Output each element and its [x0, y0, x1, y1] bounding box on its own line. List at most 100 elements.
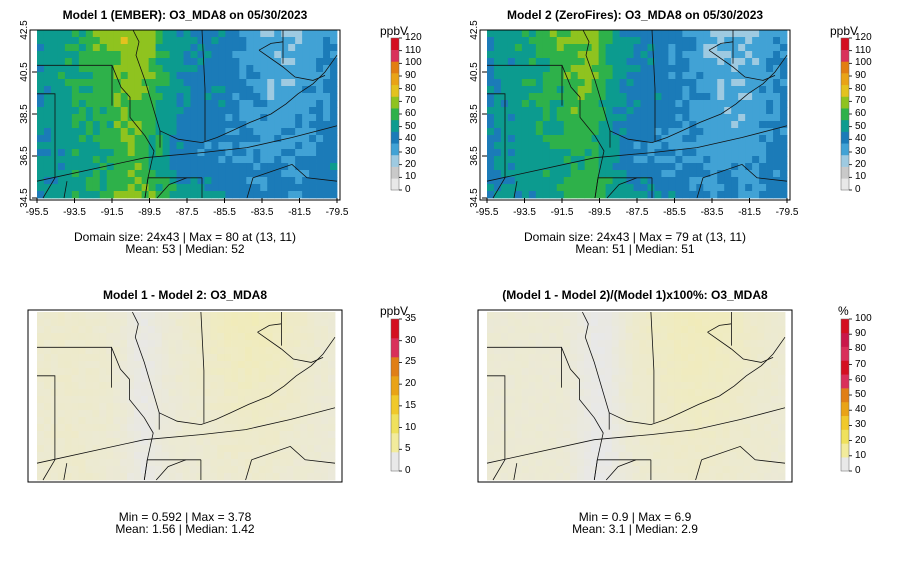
colorbar — [390, 318, 402, 472]
y-tick-label: 40.5 — [19, 62, 30, 82]
colorbar-tick-label: 50 — [855, 389, 867, 400]
colorbar-segment — [391, 49, 399, 62]
x-tick-label: -87.5 — [626, 207, 649, 218]
colorbar-tick-label: 30 — [855, 146, 867, 157]
colorbar-tick-label: 90 — [855, 328, 867, 340]
colorbar-tick-label: 120 — [405, 32, 422, 43]
y-tick-label: 36.5 — [19, 146, 30, 166]
colorbar-tick-label: 20 — [405, 158, 417, 170]
colorbar-tick-label: 0 — [855, 465, 861, 476]
colorbar-tick-label: 5 — [405, 443, 411, 455]
y-tick-label: 34.5 — [19, 188, 30, 208]
colorbar-segment — [391, 319, 399, 339]
x-tick-label: -79.5 — [776, 207, 799, 218]
colorbar-segment — [841, 131, 849, 144]
map-panel-model1: Model 1 (EMBER): O3_MDA8 on 05/30/2023 -… — [0, 0, 450, 280]
colorbar-segment — [391, 154, 399, 167]
colorbar-tick-label: 50 — [855, 120, 867, 132]
colorbar-segment — [841, 319, 849, 334]
colorbar-segment — [841, 84, 849, 97]
colorbar-segment — [841, 61, 849, 74]
colorbar-segment — [841, 166, 849, 179]
colorbar-tick-label: 110 — [405, 44, 421, 56]
colorbar-tick-label: 70 — [855, 95, 867, 107]
colorbar-tick-label: 40 — [855, 133, 867, 145]
x-tick-label: -83.5 — [251, 207, 274, 218]
x-tick-label: -85.5 — [213, 207, 236, 218]
x-tick-label: -83.5 — [701, 207, 724, 218]
map-frame — [479, 29, 791, 201]
heatmap-grid — [37, 30, 338, 199]
colorbar-segment — [391, 178, 399, 191]
map-frame — [477, 309, 793, 483]
colorbar-segment — [841, 374, 849, 389]
colorbar-tick-label: 90 — [855, 70, 867, 81]
colorbar — [840, 37, 852, 191]
colorbar-segment — [841, 178, 849, 191]
colorbar-tick-label: 10 — [405, 171, 417, 183]
colorbar-segment — [391, 131, 399, 144]
colorbar-segment — [841, 388, 849, 403]
colorbar-tick-label: 120 — [855, 32, 872, 43]
colorbar-tick-label: 70 — [405, 95, 417, 107]
heatmap-grid — [487, 312, 786, 481]
state-boundaries — [36, 29, 338, 199]
map-frame — [27, 309, 343, 483]
stats-line-2: Mean: 51 | Median: 51 — [575, 242, 695, 256]
state-boundaries — [36, 311, 336, 481]
colorbar-tick-label: 60 — [855, 108, 867, 119]
colorbar-segment — [391, 395, 399, 415]
heatmap-grid — [487, 30, 788, 199]
colorbar-segment — [391, 108, 399, 121]
colorbar-tick-label: 40 — [405, 133, 417, 145]
colorbar-tick-label: 0 — [405, 465, 411, 476]
colorbar-tick-label: 20 — [855, 434, 867, 446]
stats-line-2: Mean: 1.56 | Median: 1.42 — [115, 522, 255, 536]
map-panel-difference: Model 1 - Model 2: O3_MDA8 ppbV 35 30 25 20… — [0, 280, 450, 561]
colorbar-segment — [841, 443, 849, 458]
y-tick-label: 38.5 — [469, 104, 480, 124]
colorbar — [390, 37, 402, 191]
x-tick-label: -95.5 — [476, 207, 499, 218]
colorbar-tick-label: 15 — [405, 399, 417, 411]
map-panel-percent-difference: (Model 1 - Model 2)/(Model 1)x100%: O3_M… — [450, 280, 900, 561]
heatmap-grid — [37, 312, 336, 481]
panel-title: Model 1 (EMBER): O3_MDA8 on 05/30/2023 — [62, 8, 308, 22]
state-boundaries — [486, 29, 788, 199]
colorbar-segment — [391, 143, 399, 156]
colorbar-tick-label: 0 — [855, 184, 861, 195]
colorbar-segment — [841, 429, 849, 444]
colorbar-tick-label: 25 — [405, 356, 417, 368]
colorbar-tick-label: 60 — [405, 108, 417, 119]
colorbar-title: % — [838, 304, 849, 318]
colorbar-segment — [391, 338, 399, 358]
colorbar-tick-label: 100 — [855, 313, 872, 324]
colorbar-tick-label: 100 — [855, 57, 872, 69]
y-tick-label: 38.5 — [19, 104, 30, 124]
colorbar-segment — [391, 166, 399, 179]
colorbar-tick-label: 20 — [855, 158, 867, 170]
y-tick-label: 36.5 — [469, 146, 480, 166]
map-svg-model1: -95.5 -93.5 -91.5 -89.5 -87.5 -85.5 -83.5 -81.5… — [19, 20, 402, 218]
colorbar-tick-label: 10 — [855, 449, 867, 461]
colorbar-tick-label: 80 — [855, 343, 867, 355]
colorbar-tick-label: 0 — [405, 184, 411, 195]
colorbar-title: ppbV — [380, 304, 409, 318]
colorbar-segment — [391, 84, 399, 97]
colorbar-tick-label: 90 — [405, 70, 417, 81]
x-tick-label: -81.5 — [288, 207, 311, 218]
colorbar-tick-label: 10 — [405, 421, 417, 433]
colorbar-segment — [391, 414, 399, 434]
panel-title: (Model 1 - Model 2)/(Model 1)x100%: O3_M… — [502, 288, 768, 302]
colorbar-tick-label: 110 — [855, 44, 871, 56]
map-frame — [29, 29, 341, 201]
stats-line-1: Min = 0.592 | Max = 3.78 — [118, 510, 252, 524]
colorbar-tick-label: 10 — [855, 171, 867, 183]
colorbar-title: ppbV — [380, 24, 409, 38]
stats-line-2: Mean: 53 | Median: 52 — [125, 242, 245, 256]
y-tick-label: 42.5 — [19, 20, 30, 40]
colorbar-segment — [391, 376, 399, 396]
colorbar-segment — [391, 433, 399, 453]
colorbar-segment — [841, 49, 849, 62]
colorbar-tick-label: 20 — [405, 378, 417, 390]
